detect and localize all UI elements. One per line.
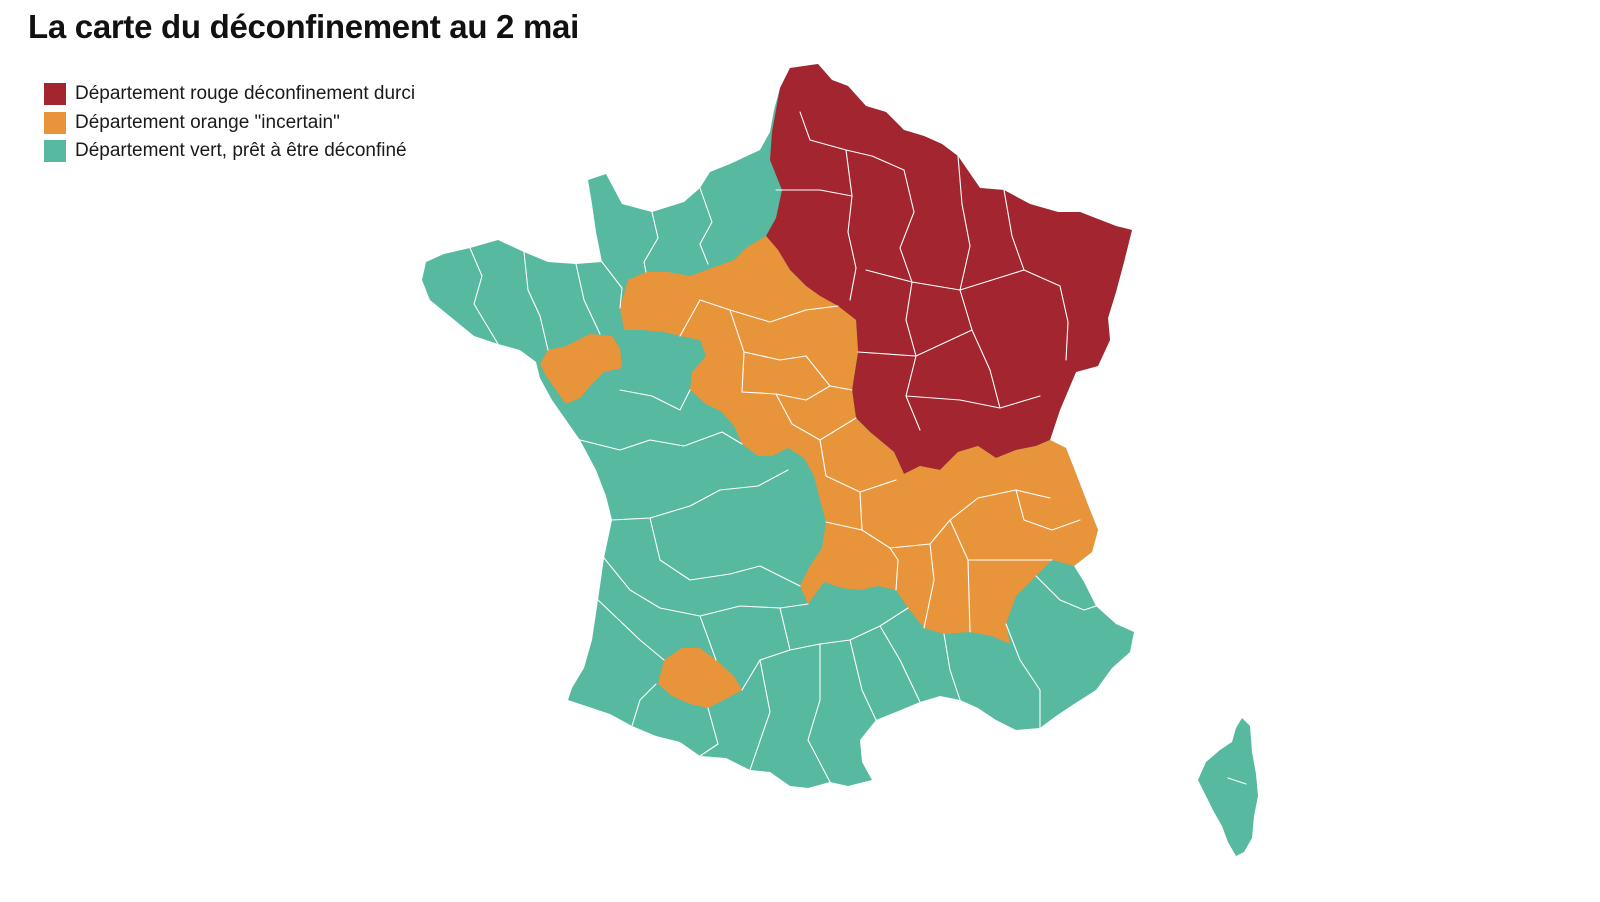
legend-label-rouge: Département rouge déconfinement durci: [75, 83, 416, 105]
legend-item-rouge: Département rouge déconfinement durci: [44, 80, 415, 109]
legend-swatch-orange: [44, 111, 66, 134]
zone-orange-sud-ouest: [658, 648, 742, 708]
legend: Département rouge déconfinement durci Dé…: [44, 80, 415, 166]
legend-item-orange: Département orange "incertain": [44, 109, 415, 138]
department-boundaries: [469, 111, 1247, 785]
legend-swatch-rouge: [44, 83, 66, 106]
legend-label-vert: Département vert, prêt à être déconfiné: [75, 140, 407, 162]
zone-orange-ouest: [540, 334, 622, 404]
legend-swatch-vert: [44, 140, 66, 163]
zone-rouge: [766, 64, 1132, 474]
legend-item-vert: Département vert, prêt à être déconfiné: [44, 137, 415, 166]
legend-label-orange: Département orange "incertain": [75, 111, 340, 133]
map-title: La carte du déconfinement au 2 mai: [28, 8, 579, 45]
corse: [1198, 718, 1258, 856]
